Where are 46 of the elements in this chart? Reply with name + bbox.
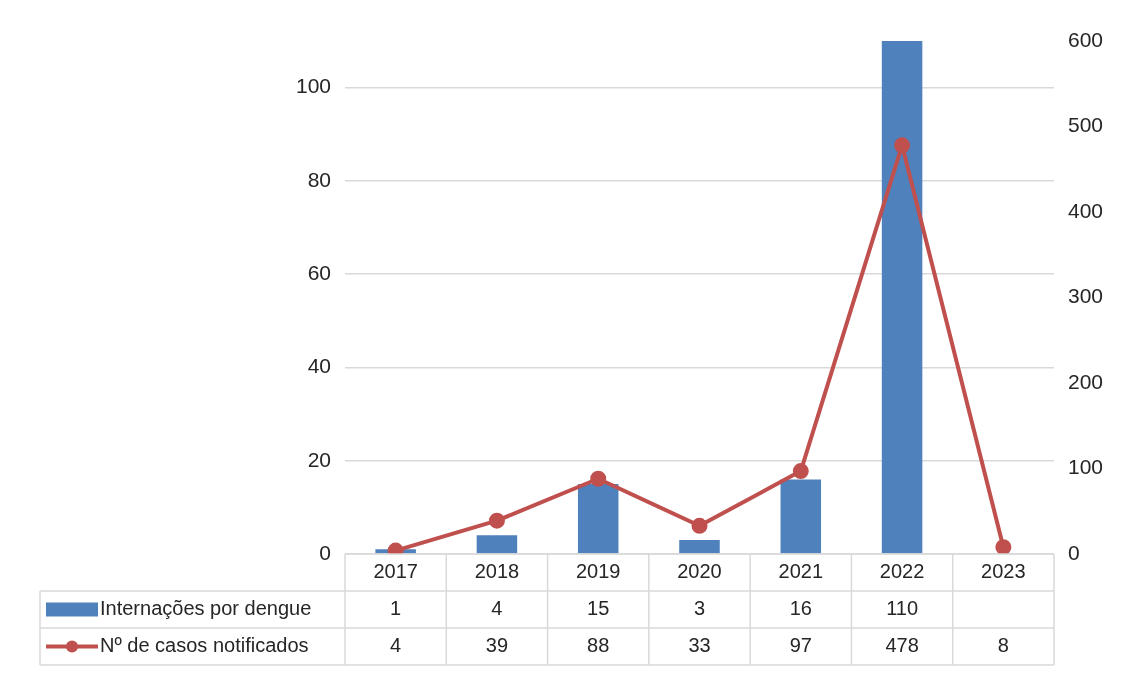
data-label: 33 <box>688 634 711 657</box>
y-tick-label: 80 <box>307 167 331 191</box>
y-tick-label: 60 <box>307 260 331 284</box>
y2-tick-label: 600 <box>1068 27 1104 51</box>
data-label: 110 <box>886 597 919 620</box>
x-tick-label: 2020 <box>677 560 722 583</box>
y2-tick-label: 300 <box>1068 284 1104 308</box>
data-label: 478 <box>885 634 919 657</box>
data-label: 39 <box>485 634 509 657</box>
data-label: 4 <box>491 597 503 620</box>
y-tick-label: 100 <box>295 74 331 98</box>
point <box>691 517 708 534</box>
y2-tick-label: 500 <box>1068 113 1104 137</box>
x-tick-label: 2017 <box>373 560 418 583</box>
legend-label: Nº de casos notificados <box>100 634 309 657</box>
x-tick-label: 2019 <box>575 560 621 583</box>
data-label: 15 <box>587 597 610 620</box>
y2-tick-label: 400 <box>1068 198 1104 222</box>
data-label: 16 <box>789 597 812 620</box>
y-tick-label: 20 <box>307 447 331 471</box>
y2-tick-label: 100 <box>1068 455 1104 479</box>
bar <box>577 484 619 554</box>
point <box>894 137 911 154</box>
y-tick-label: 40 <box>307 354 331 378</box>
data-label: 97 <box>789 634 812 657</box>
y-tick-label: 0 <box>319 540 331 564</box>
x-tick-label: 2018 <box>474 560 520 583</box>
point <box>488 512 505 529</box>
bar <box>881 41 923 554</box>
bar <box>780 479 822 554</box>
bar <box>476 535 518 554</box>
point <box>590 470 607 487</box>
y2-tick-label: 0 <box>1068 540 1080 564</box>
x-tick-label: 2023 <box>981 560 1026 583</box>
x-tick-label: 2021 <box>778 560 824 583</box>
data-label: 1 <box>390 597 402 620</box>
point <box>995 539 1012 554</box>
bar <box>679 540 720 554</box>
x-tick-label: 2022 <box>879 560 925 583</box>
data-label: 88 <box>587 634 610 657</box>
point <box>792 463 809 480</box>
data-label: 4 <box>390 634 402 657</box>
data-label: 8 <box>997 634 1009 657</box>
data-label: 3 <box>693 597 706 620</box>
y2-tick-label: 200 <box>1068 369 1104 393</box>
legend-label: Internações por dengue <box>100 597 312 620</box>
